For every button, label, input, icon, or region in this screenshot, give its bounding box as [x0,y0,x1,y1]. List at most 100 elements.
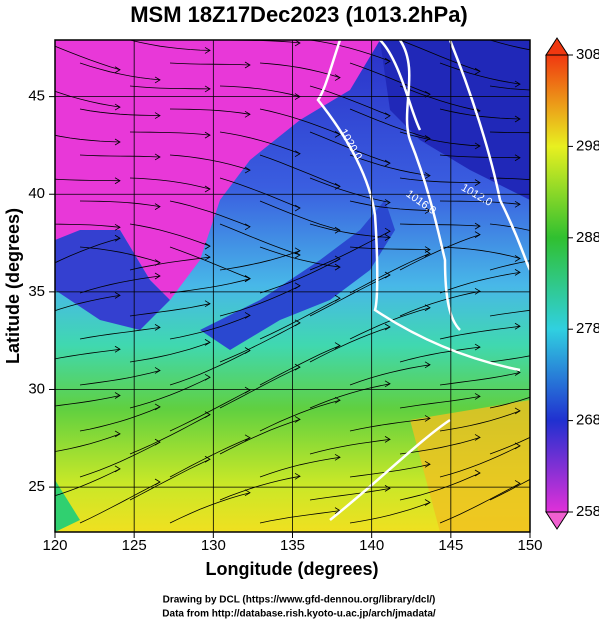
streamline-arrow [154,272,161,280]
streamline [259,399,341,432]
streamline [129,303,211,317]
streamline-arrow [474,434,481,441]
streamline [439,154,521,159]
streamline [219,131,301,155]
streamline [55,223,121,228]
streamline [259,510,341,524]
streamline-arrow [424,207,431,214]
streamline [55,134,121,143]
streamline [259,200,341,231]
streamline [399,177,481,183]
streamline-arrow [514,269,521,276]
streamline [309,326,391,363]
streamline-arrow [384,271,391,279]
streamline [309,439,391,455]
streamline-arrow [294,416,301,423]
streamline [79,481,161,524]
streamline-arrow [474,222,481,230]
streamline-arrow [114,66,121,74]
streamline-arrow [154,367,161,374]
y-tick-label: 30 [28,380,45,397]
streamline-arrow [474,343,481,351]
streamline [439,483,521,524]
chart-title: MSM 18Z17Dec2023 (1013.2hPa) [130,2,468,27]
streamline [129,177,211,190]
streamline-arrow [294,472,301,480]
streamline [79,246,161,263]
streamline [439,272,521,294]
streamline [259,62,341,78]
streamline [169,62,251,66]
streamline-arrow [514,80,521,88]
streamline [219,419,301,455]
streamline-arrow [204,411,211,418]
streamline-arrow [114,234,121,242]
colorbar [545,54,569,513]
streamline [219,177,301,209]
streamline-arrow [474,179,481,186]
streamline [55,45,121,71]
streamline [55,348,121,360]
streamline [79,154,161,158]
streamline [399,223,481,227]
streamline-arrow [294,40,301,47]
streamline-arrow [114,392,121,399]
streamline [489,478,530,501]
streamline-arrow [114,138,121,146]
streamline-arrow [244,312,251,319]
x-tick-label: 125 [122,537,147,554]
streamline [129,458,211,501]
streamline-arrow [114,177,121,185]
streamline-arrow [204,47,211,54]
streamline-arrow [514,200,521,208]
streamline [399,234,481,271]
streamline [219,85,301,97]
streamline-arrow [154,112,161,119]
streamline [399,396,481,409]
streamline-arrow [114,430,121,438]
colorbar-tick-label: 278 [576,320,599,337]
streamline [129,376,211,409]
x-tick-label: 130 [201,537,226,554]
streamline-arrow [334,342,341,349]
streamline-arrow [384,436,391,443]
streamline-arrow [334,131,341,138]
streamline-arrow [244,347,251,354]
streamline [79,441,161,478]
streamline-arrow [244,275,251,283]
streamline [169,437,251,478]
streamline-arrow [514,154,521,162]
colorbar-tick-label: 288 [576,229,599,246]
streamline [439,372,521,386]
footer: Data from http://database.rish.kyoto-u.a… [162,609,436,620]
streamline-arrow [384,112,391,120]
streamline-arrow [244,434,251,442]
colorbar-tick-label: 258 [576,503,599,520]
streamline-arrow [154,478,161,486]
streamline [169,350,251,386]
streamline [129,256,211,271]
streamline [259,456,341,478]
streamline-arrow [204,242,211,250]
streamline [259,258,341,294]
streamline [219,475,301,501]
streamline-arrow [294,204,301,212]
streamline-arrow [424,135,431,142]
streamline-arrow [154,153,161,161]
x-tick-label: 120 [42,537,67,554]
streamline-arrow [334,226,341,234]
streamline [55,395,121,407]
streamline-arrow [424,250,431,257]
streamline [55,90,121,108]
streamline [349,154,431,176]
streamline-arrow [514,322,521,330]
footer: Drawing by DCL (https://www.gfd-dennou.o… [163,595,436,606]
streamline [399,85,481,112]
streamline [439,62,521,85]
streamline-arrow [474,287,481,295]
streamline-arrow [514,115,521,123]
streamline [439,410,521,432]
streamline [489,85,530,91]
streamline [169,200,251,228]
